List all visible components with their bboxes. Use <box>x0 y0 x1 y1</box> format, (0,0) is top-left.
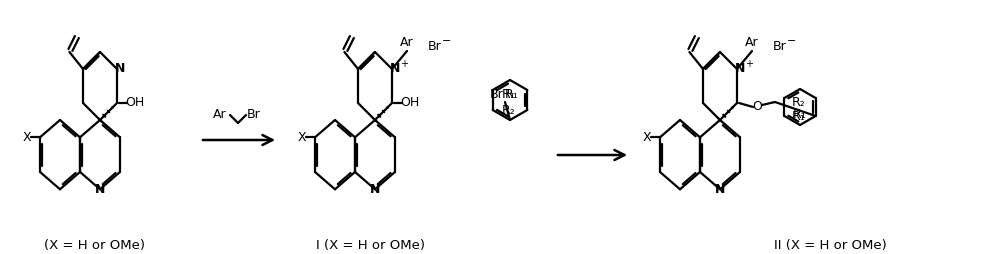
Text: II (X = H or OMe): II (X = H or OMe) <box>774 239 886 251</box>
Text: N: N <box>95 183 105 196</box>
Text: R₂: R₂ <box>502 103 516 117</box>
Text: X: X <box>23 131 31 144</box>
Text: R₁: R₁ <box>502 88 516 102</box>
Text: N: N <box>715 183 725 196</box>
Text: X: X <box>643 131 651 144</box>
Text: R₁: R₁ <box>792 109 805 122</box>
Text: I (X = H or OMe): I (X = H or OMe) <box>316 239 424 251</box>
Text: Ar: Ar <box>400 37 414 50</box>
Text: Br: Br <box>428 40 442 53</box>
Text: (X = H or OMe): (X = H or OMe) <box>44 239 146 251</box>
Text: Br: Br <box>490 88 504 102</box>
Text: +: + <box>400 59 408 69</box>
Text: X: X <box>298 131 306 144</box>
Text: −: − <box>442 36 452 46</box>
Text: O: O <box>752 101 762 114</box>
Text: +: + <box>745 59 753 69</box>
Text: N: N <box>390 62 400 75</box>
Text: Br: Br <box>247 108 261 121</box>
Text: Ar: Ar <box>213 108 227 121</box>
Text: N: N <box>370 183 380 196</box>
Text: −: − <box>787 36 797 46</box>
Text: R₁: R₁ <box>504 88 518 102</box>
Text: OH: OH <box>400 97 420 109</box>
Text: N: N <box>735 62 745 75</box>
Text: OH: OH <box>125 97 145 109</box>
Text: R₂: R₂ <box>792 97 805 109</box>
Text: R₁: R₁ <box>793 108 807 121</box>
Text: Ar: Ar <box>745 37 759 50</box>
Text: N: N <box>115 62 125 75</box>
Text: Br: Br <box>773 40 787 53</box>
